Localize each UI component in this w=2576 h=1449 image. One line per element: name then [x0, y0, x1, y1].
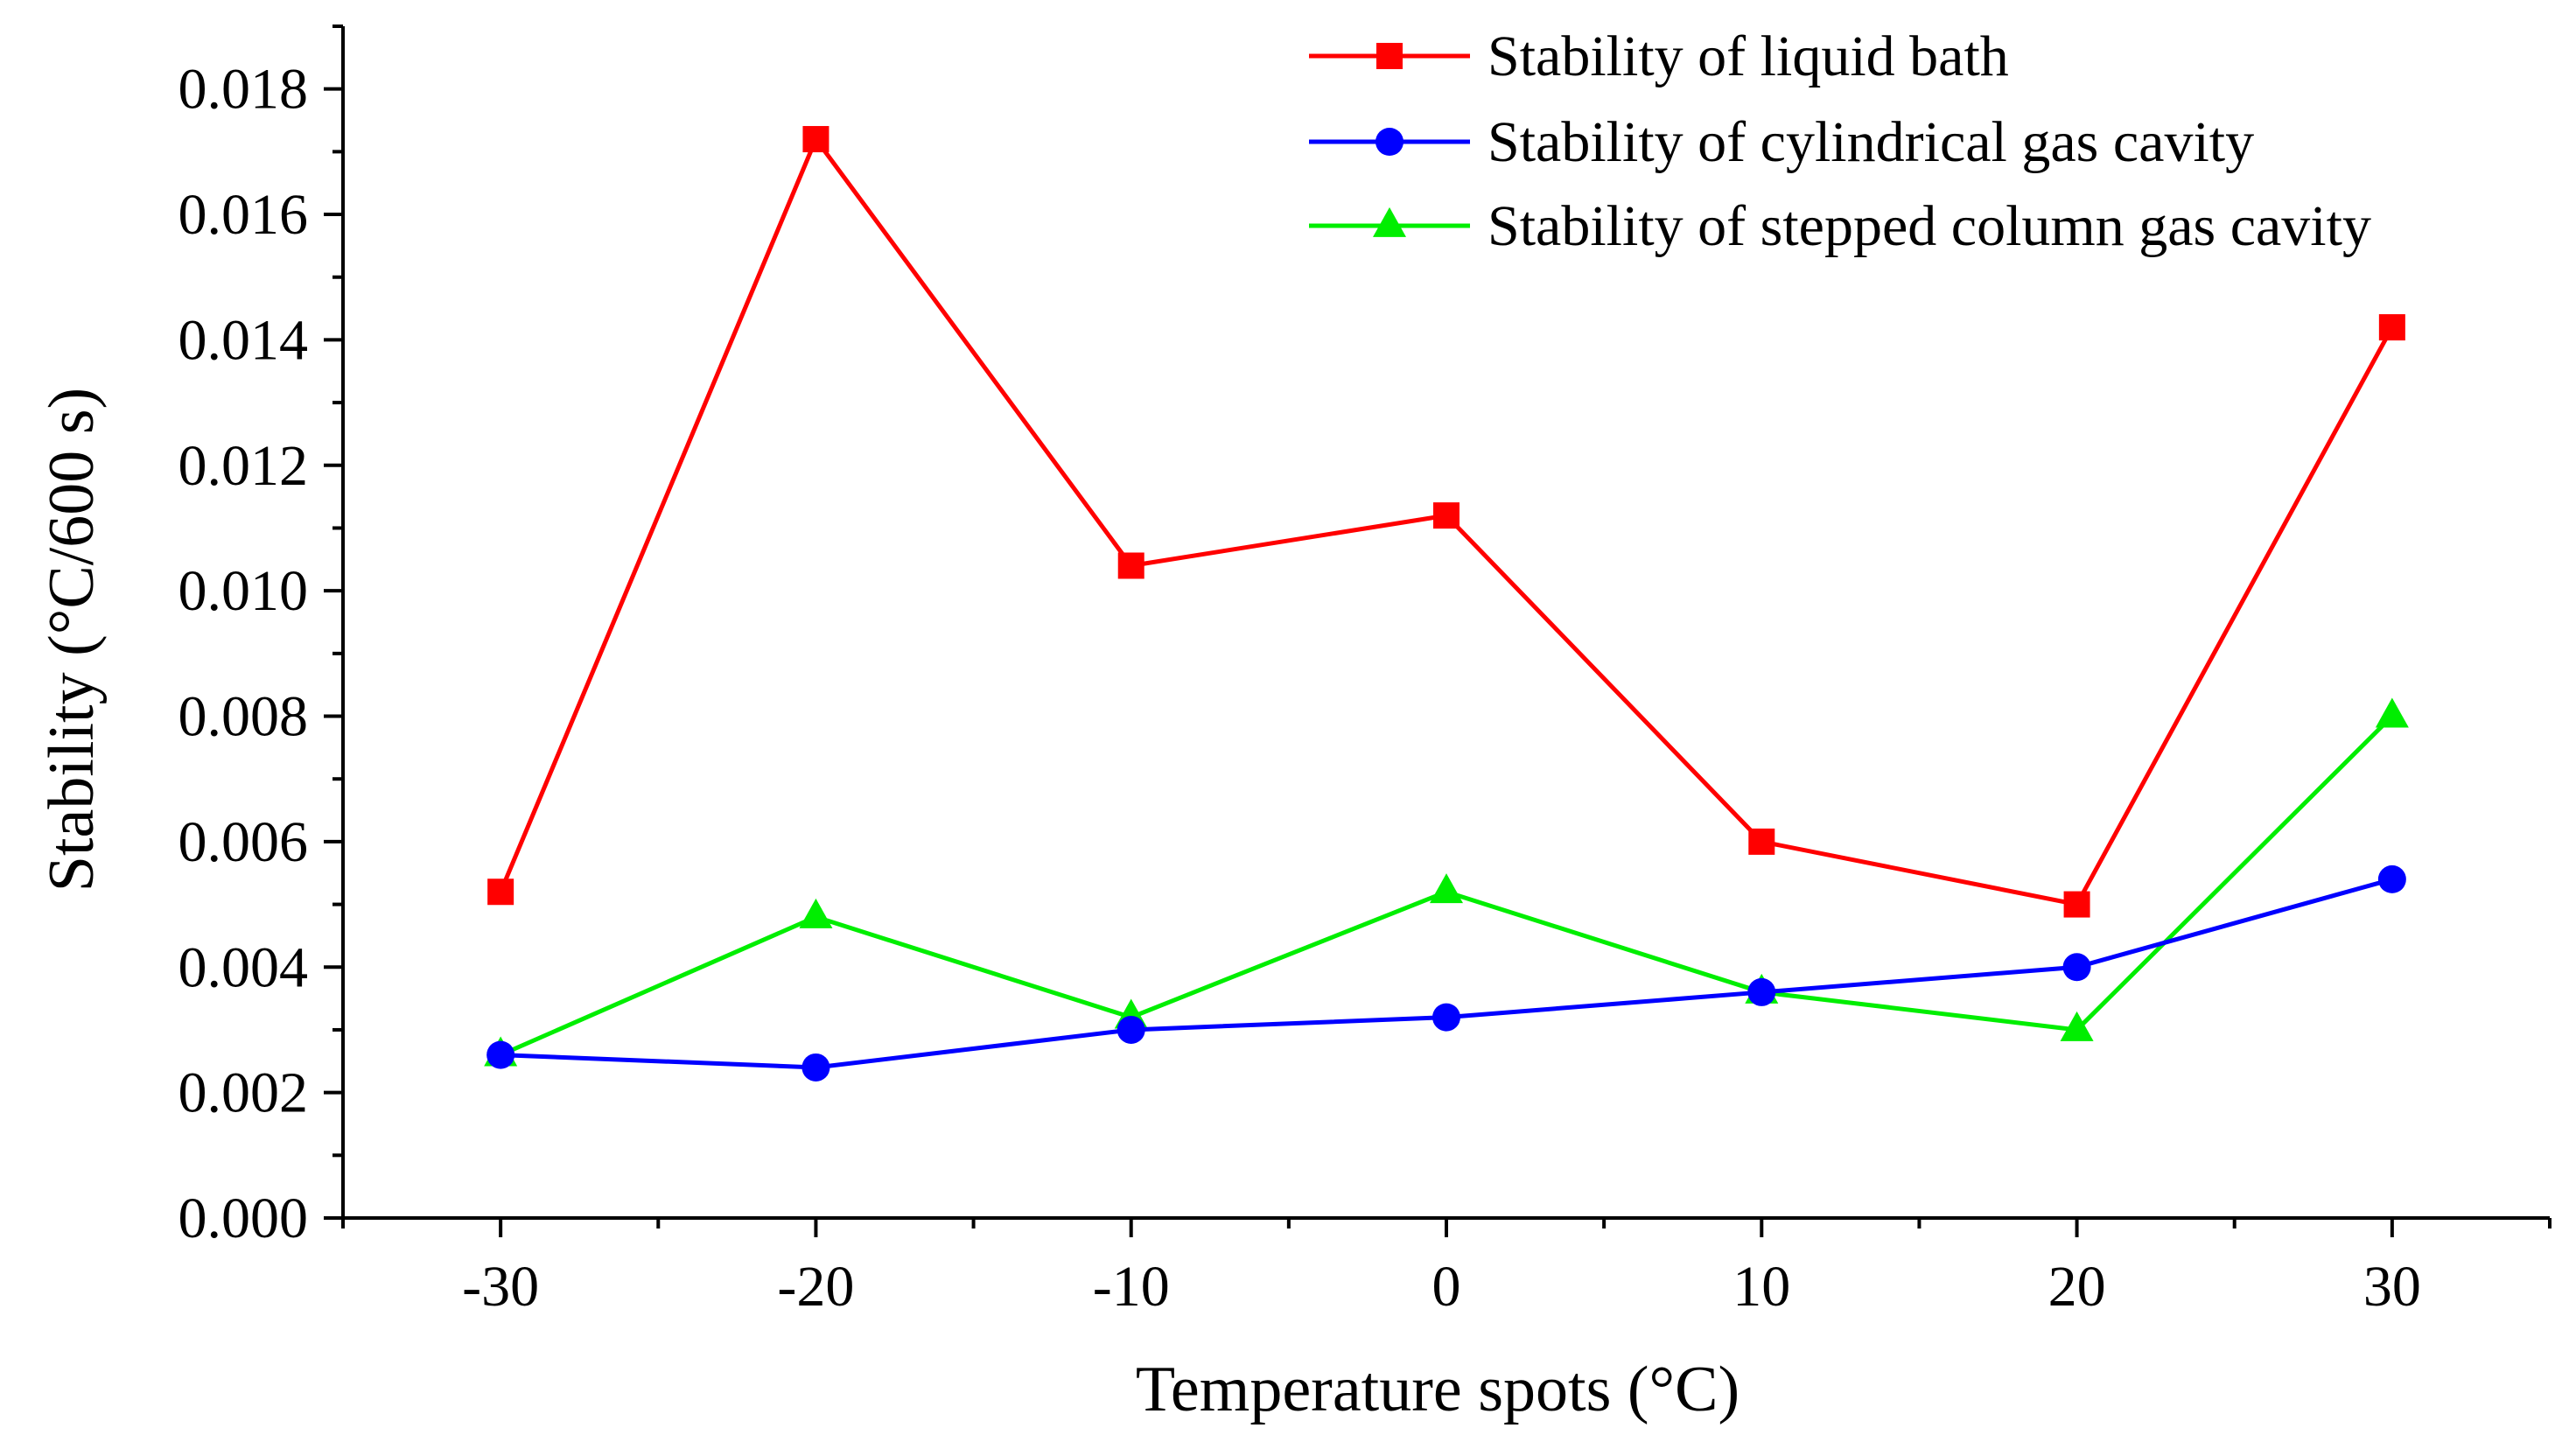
x-tick-label: 0	[1432, 1255, 1461, 1319]
y-tick-label: 0.002	[178, 1061, 309, 1125]
legend-label: Stability of liquid bath	[1488, 24, 2009, 88]
data-point	[1433, 502, 1460, 529]
legend-label: Stability of stepped column gas cavity	[1488, 194, 2371, 258]
data-point	[2377, 864, 2406, 893]
legend-marker	[1373, 206, 1406, 237]
y-axis-title: Stability (°C/600 s)	[36, 388, 108, 892]
y-tick-label: 0.008	[178, 685, 309, 749]
x-tick-label: -20	[777, 1255, 854, 1319]
data-point	[1116, 1015, 1145, 1044]
legend: Stability of liquid bath Stability of cyl…	[1309, 24, 2371, 258]
y-tick-label: 0.014	[178, 308, 309, 372]
y-tick-label: 0.016	[178, 183, 309, 247]
data-point	[1117, 552, 1144, 579]
y-tick-label: 0.012	[178, 434, 309, 498]
data-point	[1748, 828, 1775, 855]
y-tick-label: 0.004	[178, 935, 309, 999]
data-point	[486, 1040, 515, 1069]
series-circle	[486, 864, 2406, 1082]
data-point	[2063, 891, 2090, 918]
data-series	[484, 126, 2409, 1082]
legend-label: Stability of cylindrical gas cavity	[1488, 110, 2254, 174]
x-tick-label: 30	[2363, 1255, 2421, 1319]
data-point	[2378, 314, 2405, 341]
data-point	[2375, 697, 2409, 728]
data-point	[1430, 873, 1463, 904]
y-tick-label: 0.018	[178, 58, 309, 122]
y-tick-label: 0.006	[178, 810, 309, 874]
data-point	[799, 898, 833, 928]
series-line	[500, 877, 2393, 1070]
data-point	[2062, 953, 2091, 982]
x-tick-label: -10	[1093, 1255, 1170, 1319]
data-point	[802, 126, 830, 153]
axes: 0.000 0.002 0.004 0.006 0.008 0.010 0.012 0.014…	[178, 24, 2552, 1319]
data-point	[1432, 1003, 1460, 1032]
series-square	[487, 126, 2405, 918]
x-axis-title: Temperature spots (°C)	[1136, 1354, 1740, 1425]
data-point	[2060, 1011, 2094, 1041]
data-point	[802, 1053, 830, 1082]
legend-marker	[1376, 43, 1403, 69]
data-point	[1747, 977, 1776, 1006]
legend-marker	[1376, 128, 1404, 156]
x-tick-label: -30	[462, 1255, 539, 1319]
y-tick-label: 0.000	[178, 1186, 309, 1250]
x-tick-label: 20	[2048, 1255, 2106, 1319]
y-tick-label: 0.010	[178, 559, 309, 623]
x-tick-label: 10	[1732, 1255, 1790, 1319]
data-point	[487, 878, 514, 906]
